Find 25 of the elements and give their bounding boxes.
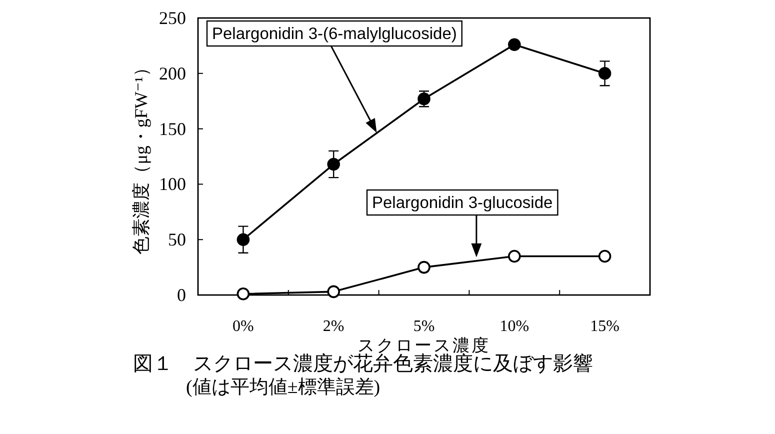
y-tick-label: 200	[159, 63, 186, 84]
point	[508, 38, 521, 51]
text: Pelargonidin 3-glucoside	[372, 194, 553, 212]
x-tick-label: 5%	[413, 318, 435, 335]
x-tick-label: 2%	[322, 318, 344, 335]
text: (値は平均値±標準誤差)	[186, 377, 380, 398]
point	[418, 260, 430, 274]
point	[598, 67, 612, 80]
point	[236, 287, 250, 300]
point	[598, 250, 612, 263]
caption: 図１ スクロース濃度が花弁色素濃度に及ぼす影響	[133, 353, 593, 375]
y-tick-label: 100	[159, 174, 186, 194]
point	[327, 158, 340, 171]
x-tick-label: 10%	[500, 318, 530, 335]
y-axis-title: 色素濃度（μg・gFW⁻¹）	[131, 58, 151, 254]
x-tick-label: 0%	[232, 318, 254, 335]
y-tick-label: 50	[168, 230, 186, 250]
point	[327, 285, 340, 298]
series-label: Pelargonidin 3-(6-malylglucoside)	[212, 25, 457, 43]
y-tick-label: 0	[177, 285, 186, 305]
x-tick-label: 15%	[590, 318, 620, 335]
y-tick-label: 150	[159, 118, 186, 139]
y-tick-label: 250	[159, 8, 186, 28]
point	[508, 250, 521, 263]
point	[236, 233, 250, 246]
